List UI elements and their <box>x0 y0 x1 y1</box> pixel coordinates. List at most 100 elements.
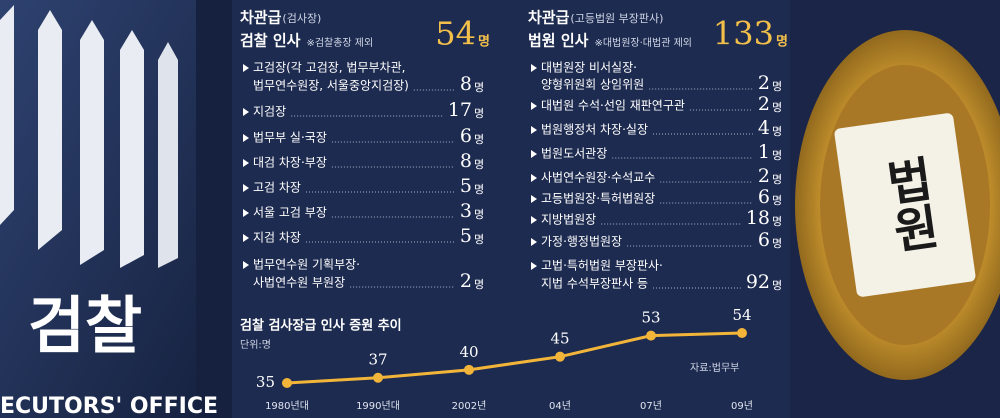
right-emblem: 법원 <box>790 0 1000 418</box>
item-label: 법무연수원장, 서울중앙지검장) <box>253 79 409 93</box>
item-unit: 명 <box>772 149 782 162</box>
rank: 차관급 <box>240 9 282 27</box>
bullet <box>531 174 537 182</box>
item-value: 2 <box>758 72 770 94</box>
item-unit: 명 <box>772 101 782 114</box>
item-value: 2 <box>758 165 770 187</box>
bullet <box>243 261 249 269</box>
item-unit: 명 <box>772 279 782 292</box>
item-value: 6 <box>758 186 770 208</box>
item-value: 2 <box>460 270 472 292</box>
item-label: 사법연수원장·수석교수 <box>541 171 655 185</box>
unit-note: 단위:명 <box>240 338 271 351</box>
item-unit: 명 <box>772 80 782 93</box>
item-value: 2 <box>758 93 770 115</box>
bullet <box>243 209 249 217</box>
item-label: 지법 수석부장판사 등 <box>541 277 648 291</box>
note: ※검찰총장 제외 <box>306 37 373 49</box>
item-value: 5 <box>460 175 472 197</box>
bullet <box>531 64 537 72</box>
item-label: 대법원장 비서실장· <box>541 61 637 75</box>
value-label: 45 <box>550 330 569 348</box>
item-label: 가정·행정법원장 <box>541 234 622 249</box>
bullet <box>243 108 249 116</box>
point <box>646 330 656 341</box>
bullet <box>531 195 537 203</box>
total: 54 <box>435 15 476 53</box>
item-value: 6 <box>758 229 770 251</box>
value-label: 54 <box>732 306 751 324</box>
bullet <box>243 64 249 72</box>
source: 자료:법무부 <box>690 362 739 374</box>
item-unit: 명 <box>474 81 484 94</box>
item-label: 대법원 수석·선임 재판연구관 <box>541 99 685 113</box>
value-label: 37 <box>368 351 387 369</box>
item-unit: 명 <box>474 158 484 171</box>
bullet <box>243 134 249 142</box>
bullet <box>243 159 249 167</box>
total: 133 <box>713 15 774 53</box>
item-label: 지검 차장 <box>253 231 301 245</box>
item-label: 고검장(각 고검장, 법무부차관, <box>253 61 405 75</box>
item-value: 17 <box>448 99 472 121</box>
heading: 법원 인사 <box>528 32 589 50</box>
point <box>464 364 474 375</box>
item-value: 92 <box>746 271 770 293</box>
sign-caption: ECUTORS' OFFICE <box>0 394 218 418</box>
rank: 차관급 <box>528 9 570 27</box>
item-label: 대검 차장·부장 <box>253 156 327 170</box>
item-label: 고등법원장·특허법원장 <box>541 192 655 206</box>
item-value: 1 <box>758 141 770 163</box>
item-label: 지방법원장 <box>541 213 596 227</box>
x-tick-label: 1990년대 <box>356 400 400 412</box>
item-unit: 명 <box>772 215 782 228</box>
item-value: 3 <box>460 200 472 222</box>
item-unit: 명 <box>772 173 782 186</box>
point <box>282 378 292 388</box>
item-unit: 명 <box>772 237 782 250</box>
item-value: 6 <box>460 125 472 147</box>
item-unit: 명 <box>474 107 484 120</box>
chart-title: 검찰 검사장급 인사 증원 추이 <box>240 318 402 334</box>
item-label: 고법·특허법원 부장판사· <box>541 259 663 273</box>
bullet <box>531 262 537 270</box>
item-value: 8 <box>460 150 472 172</box>
x-tick-label: 1980년대 <box>265 400 309 412</box>
total-unit: 명 <box>478 34 490 50</box>
emblem-text: 법원 <box>874 153 943 256</box>
item-unit: 명 <box>474 133 484 146</box>
item-value: 5 <box>460 225 472 247</box>
rank-note: (고등법원 부장판사) <box>570 12 663 25</box>
left-photo: 검찰 ECUTORS' OFFICE <box>0 0 232 418</box>
bullet <box>243 184 249 192</box>
item-value: 18 <box>746 207 770 229</box>
bullet <box>531 238 537 246</box>
bullet <box>531 150 537 158</box>
point <box>373 372 383 383</box>
item-label: 사법연수원 부원장 <box>253 276 345 290</box>
item-unit: 명 <box>474 278 484 291</box>
item-label: 고검 차장 <box>253 181 301 195</box>
item-label: 법무부 실·국장 <box>253 131 327 145</box>
item-unit: 명 <box>474 208 484 221</box>
item-label: 지검장 <box>253 105 286 119</box>
item-label: 서울 고검 부장 <box>253 206 327 220</box>
x-tick-label: 07년 <box>640 400 662 412</box>
item-unit: 명 <box>772 194 782 207</box>
item-label: 법무연수원 기획부장· <box>253 258 360 272</box>
item-label: 법원행정처 차장·실장 <box>541 122 648 137</box>
sign-text: 검찰 <box>28 289 142 362</box>
total-unit: 명 <box>776 34 788 50</box>
value-label: 53 <box>641 309 660 327</box>
x-tick-label: 2002년 <box>452 400 487 412</box>
x-tick-label: 04년 <box>549 400 571 412</box>
value-label: 40 <box>459 343 478 361</box>
point <box>555 351 565 362</box>
bullet <box>243 234 249 242</box>
item-label: 양형위원회 상임위원 <box>541 78 644 92</box>
item-unit: 명 <box>474 233 484 246</box>
item-unit: 명 <box>474 183 484 196</box>
note: ※대법원장·대법관 제외 <box>594 37 692 49</box>
rank-note: (검사장) <box>282 12 321 25</box>
